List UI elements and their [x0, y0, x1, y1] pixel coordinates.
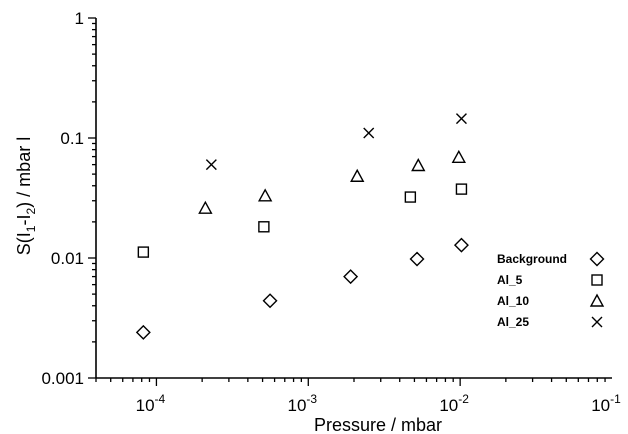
legend-label: Al_25 — [497, 315, 529, 329]
legend-marker — [589, 293, 605, 307]
legend-item: Background — [497, 251, 605, 267]
data-point — [451, 149, 466, 164]
legend-marker — [589, 251, 605, 267]
y-axis-title-part: ) / mbar l — [14, 137, 34, 208]
legend-item: Al_10 — [497, 293, 605, 308]
legend-marker — [591, 274, 603, 286]
data-point — [137, 246, 150, 258]
x-axis-ticks: 10-4 10-3 10-2 10-1 — [95, 378, 621, 415]
data-point — [363, 127, 375, 139]
data-point — [411, 158, 426, 172]
data-point — [350, 168, 365, 182]
series-al-25 — [205, 113, 467, 171]
data-point — [455, 183, 468, 195]
legend-item: Al_25 — [497, 315, 603, 329]
y-axis-title-part: S(I — [14, 232, 34, 255]
data-point — [257, 188, 273, 202]
y-tick-label: 1 — [75, 9, 84, 28]
data-point — [409, 251, 425, 267]
legend-marker — [591, 316, 603, 328]
data-points — [135, 113, 469, 340]
y-tick-label: 0.01 — [51, 249, 84, 268]
legend-item: Al_5 — [497, 273, 603, 287]
x-tick-label: 10-3 — [287, 392, 317, 415]
x-tick-label: 10-2 — [439, 392, 469, 415]
y-axis-title-part: -I — [14, 215, 34, 226]
legend: Background Al_5 Al_10 Al_25 — [497, 251, 605, 329]
y-tick-label: 0.1 — [60, 129, 84, 148]
series-background — [135, 237, 469, 340]
y-tick-label: 0.001 — [41, 369, 84, 388]
legend-label: Background — [497, 252, 567, 266]
x-tick-label: 10-4 — [136, 392, 166, 415]
data-point — [453, 237, 469, 253]
y-axis-title: S(I1-I2) / mbar l — [14, 137, 38, 255]
data-point — [205, 159, 217, 171]
data-point — [135, 324, 151, 340]
axes — [95, 18, 612, 379]
y-axis-ticks: 0.001 0.01 0.1 1 — [41, 9, 96, 388]
series-al-5 — [137, 183, 468, 258]
y-axis-title-sub: 1 — [24, 225, 38, 232]
series-al-10 — [198, 149, 466, 214]
x-axis-title: Pressure / mbar — [314, 415, 442, 434]
data-point — [258, 221, 270, 233]
data-point — [262, 293, 278, 309]
y-axis-title-sub: 2 — [24, 208, 38, 215]
legend-label: Al_5 — [497, 273, 523, 287]
x-tick-label: 10-1 — [591, 392, 621, 415]
data-point — [455, 113, 467, 125]
legend-label: Al_10 — [497, 294, 529, 308]
data-point — [404, 191, 417, 203]
data-point — [198, 200, 213, 214]
data-point — [343, 269, 359, 285]
